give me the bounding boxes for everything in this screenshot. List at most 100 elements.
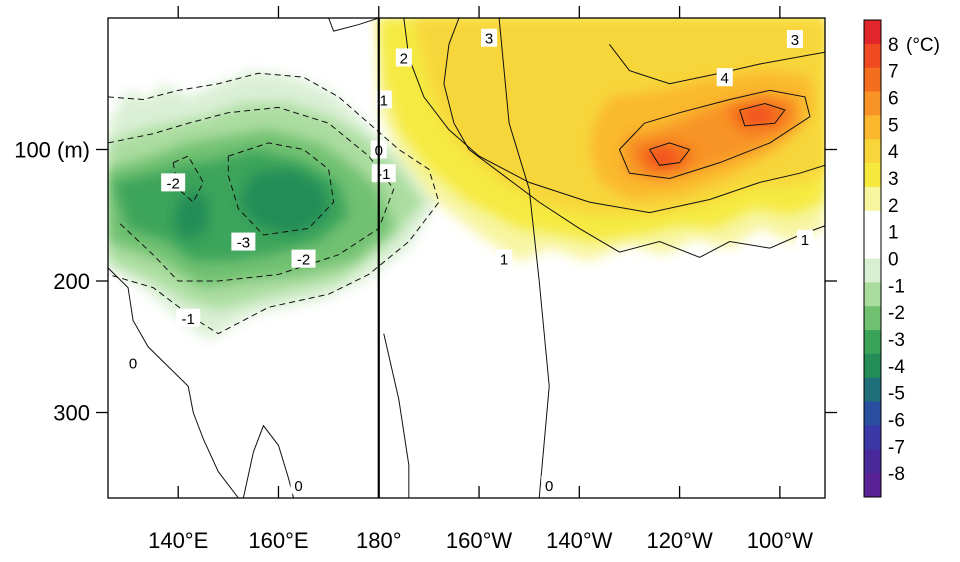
- x-tick-label: 180°: [356, 528, 402, 553]
- contour-label-8: 1: [380, 93, 388, 110]
- contour-label-3: -1: [182, 311, 195, 328]
- contour-label-bg-9: [395, 48, 412, 67]
- contour-label-bg-12: [786, 30, 803, 49]
- contour-label-9: 2: [400, 50, 408, 67]
- x-tick-label: 140°W: [546, 528, 613, 553]
- contour-label-bg-15: [541, 475, 558, 494]
- colorbar-swatch: [864, 425, 881, 450]
- colorbar-border: [863, 19, 882, 498]
- contour-label-bg-2: [291, 249, 316, 268]
- anomaly-fields: [108, 18, 825, 341]
- contour-label-12: 3: [791, 32, 799, 49]
- y-axis: 100 (m) 200 300: [14, 138, 837, 426]
- contour-solid-5: [739, 102, 786, 127]
- colorbar-swatch: [864, 139, 881, 164]
- colorbar-label: 1: [888, 223, 899, 244]
- colorbar-swatch: [864, 20, 881, 45]
- colorbar-swatch: [864, 234, 881, 259]
- contour-solid-4: [649, 142, 691, 166]
- colorbar-label: 3: [888, 169, 899, 190]
- colorbar-label: 4: [888, 142, 899, 163]
- contour-label-2: -2: [297, 252, 310, 269]
- contour-dashed-0: [108, 72, 440, 335]
- warm-layer-7: [644, 149, 680, 167]
- contour-label-13: 1: [801, 232, 809, 249]
- colorbar-swatch: [864, 186, 881, 212]
- colorbar-label: 2: [888, 196, 899, 217]
- x-tick-label: 160°E: [248, 528, 308, 553]
- colorbar-label: -6: [888, 410, 905, 431]
- contour-label-bg-13: [796, 229, 813, 248]
- x-tick-label: 140°E: [148, 528, 208, 553]
- cold-layer-5: [173, 188, 209, 242]
- y-tick-label: 200: [53, 269, 90, 294]
- contour-solid-10: [383, 333, 410, 498]
- y-tick-label: 100 (m): [14, 138, 90, 163]
- colorbar: 8 7 6 5 4 3 2 1 0 -1 -2 -3 -4 -5 -6 -7 -8 (°C): [863, 19, 940, 498]
- contour-label-11: 4: [721, 70, 729, 87]
- contour-label-bg-10: [481, 28, 498, 47]
- colorbar-swatch: [864, 401, 881, 426]
- y-tick-label: 300: [53, 401, 90, 426]
- colorbar-swatch: [864, 377, 881, 403]
- colorbar-swatch: [864, 330, 881, 355]
- contour-label-0: -2: [167, 175, 180, 192]
- contour-solid-7: [242, 424, 295, 498]
- plot-border: [107, 17, 826, 499]
- colorbar-swatch: [864, 258, 881, 283]
- contour-label-10: 3: [485, 31, 493, 48]
- colorbar-swatch: [864, 353, 881, 379]
- colorbar-swatch: [864, 210, 881, 236]
- cold-layer-4: [238, 169, 329, 235]
- contour-solid-9: [328, 18, 379, 32]
- colorbar-label: -3: [888, 330, 905, 351]
- plot-frame: [107, 17, 826, 499]
- colorbar-label: -2: [888, 303, 905, 324]
- colorbar-label: -1: [888, 276, 905, 297]
- colorbar-swatch: [864, 67, 881, 93]
- colorbar-label: 8: [888, 35, 899, 56]
- contour-label-bg-3: [176, 308, 201, 327]
- colorbar-swatch: [864, 449, 881, 474]
- contour-solid-0: [443, 18, 825, 258]
- contour-label-bg-4: [125, 353, 142, 372]
- contour-solid-8: [498, 18, 550, 498]
- x-tick-label: 120°W: [646, 528, 713, 553]
- colorbar-label: 7: [888, 62, 899, 83]
- warm-layer-8: [739, 107, 775, 124]
- x-tick-label: 100°W: [747, 528, 814, 553]
- contour-dashed-1: [108, 106, 395, 282]
- colorbar-swatch: [864, 115, 881, 140]
- colorbar-label: 5: [888, 115, 899, 136]
- contour-label-1: -3: [237, 235, 250, 252]
- colorbar-swatch: [864, 473, 881, 498]
- contour-label-bg-0: [161, 173, 186, 192]
- colorbar-label: -5: [888, 384, 905, 405]
- contour-label-bg-11: [716, 68, 733, 87]
- colorbar-swatch: [864, 282, 881, 307]
- colorbar-label: -8: [888, 464, 905, 485]
- contour-label-5: 0: [294, 478, 302, 495]
- x-tick-label: 160°W: [446, 528, 513, 553]
- contour-label-14: 1: [500, 252, 508, 269]
- contour-label-bg-14: [496, 249, 513, 268]
- contour-label-4: 0: [129, 356, 137, 373]
- colorbar-swatch: [864, 43, 881, 69]
- contour-labels: -2-3-2-100-1012343110: [125, 28, 813, 495]
- x-axis: 140°E 160°E 180° 160°W 140°W 120°W 100°W: [148, 6, 813, 553]
- contour-label-15: 0: [545, 478, 553, 495]
- contour-solid-6: [108, 267, 239, 498]
- contour-label-bg-1: [231, 232, 256, 251]
- colorbar-unit: (°C): [906, 35, 940, 56]
- contour-dashed-2: [227, 142, 335, 236]
- contour-label-6: -1: [377, 166, 390, 183]
- colorbar-swatch: [864, 91, 881, 116]
- contour-label-bg-5: [290, 475, 307, 494]
- colorbar-swatch: [864, 306, 881, 331]
- contour-solid-1: [403, 18, 825, 214]
- colorbar-label: 6: [888, 89, 899, 110]
- colorbar-swatch: [864, 163, 881, 188]
- contour-solid-3: [618, 89, 811, 179]
